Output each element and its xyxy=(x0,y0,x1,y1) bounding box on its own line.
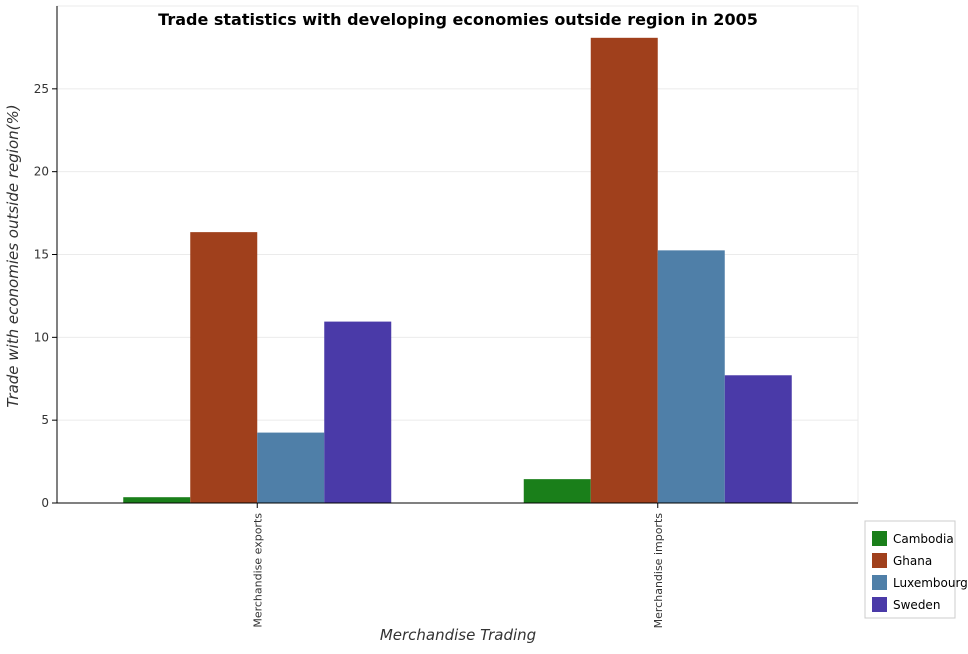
bars xyxy=(123,37,792,504)
legend-label-luxembourg: Luxembourg xyxy=(893,576,968,590)
bar-ghana-imports xyxy=(590,37,658,504)
bar-ghana-exports xyxy=(190,232,258,503)
y-tick-label: 20 xyxy=(34,165,49,179)
legend-label-cambodia: Cambodia xyxy=(893,532,954,546)
x-tick-label: Merchandise imports xyxy=(652,513,665,629)
bar-cambodia-imports xyxy=(523,479,591,503)
x-axis-label: Merchandise Trading xyxy=(380,626,536,644)
y-tick-label: 0 xyxy=(41,496,49,510)
legend: Cambodia Ghana Luxembourg Sweden xyxy=(864,520,968,619)
legend-swatch-ghana xyxy=(872,553,887,568)
legend-swatch-sweden xyxy=(872,597,887,612)
y-tick-label: 5 xyxy=(41,413,49,427)
chart-title: Trade statistics with developing economi… xyxy=(158,10,758,29)
bar-sweden-exports xyxy=(324,321,392,503)
bar-sweden-imports xyxy=(724,375,792,503)
legend-swatch-luxembourg xyxy=(872,575,887,590)
bar-cambodia-exports xyxy=(123,497,191,503)
legend-swatch-cambodia xyxy=(872,531,887,546)
legend-label-sweden: Sweden xyxy=(893,598,940,612)
y-tick-label: 25 xyxy=(34,82,49,96)
y-tick-label: 15 xyxy=(34,248,49,262)
legend-label-ghana: Ghana xyxy=(893,554,932,568)
axes: 0 5 10 15 20 25 Merchandise exports Merchandise… xyxy=(34,6,858,628)
bar-luxembourg-imports xyxy=(657,250,725,503)
y-tick-label: 10 xyxy=(34,330,49,344)
x-tick-label: Merchandise exports xyxy=(251,513,264,628)
y-axis-label: Trade with economies outside region(%) xyxy=(4,104,22,407)
bar-luxembourg-exports xyxy=(257,432,325,503)
